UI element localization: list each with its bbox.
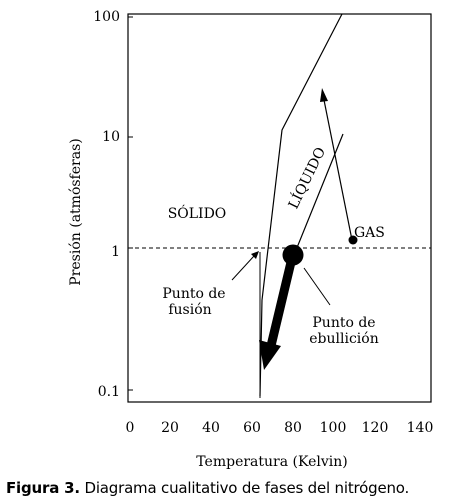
region-solid-label: SÓLIDO (168, 204, 227, 222)
cooling-arrow-shaft (265, 256, 297, 352)
cooling-arrow-head (259, 340, 281, 370)
melting-point-arrow-head (251, 251, 259, 259)
y-tick-10: 10 (102, 129, 120, 145)
x-axis-label: Temperatura (Kelvin) (196, 454, 347, 470)
x-tick-80: 80 (284, 420, 302, 436)
y-tick-0-1: 0.1 (98, 384, 120, 400)
region-gas-label: GAS (354, 225, 385, 241)
y-tick-1: 1 (111, 244, 120, 260)
gas-arrow-line (323, 99, 353, 241)
x-tick-60: 60 (243, 420, 261, 436)
melting-point-label-line1: Punto de (162, 286, 225, 302)
y-tick-100: 100 (93, 9, 120, 25)
plot-frame (127, 13, 432, 403)
x-tick-0: 0 (126, 420, 135, 436)
x-tick-120: 120 (362, 420, 389, 436)
x-tick-100: 100 (320, 420, 347, 436)
y-axis-label: Presión (atmósferas) (68, 138, 84, 285)
caption-label: Figura 3. (6, 479, 80, 497)
boiling-point-dot (282, 244, 304, 266)
boiling-point-label-line2: ebullición (309, 331, 378, 347)
x-tick-140: 140 (407, 420, 434, 436)
region-liquid-label: LÍQUIDO (284, 144, 329, 212)
caption-text: Diagrama cualitativo de fases del nitróg… (84, 479, 410, 497)
boiling-point-label-line1: Punto de (312, 315, 375, 331)
x-tick-20: 20 (161, 420, 179, 436)
x-tick-40: 40 (202, 420, 220, 436)
gas-point (348, 235, 358, 245)
boiling-point-arrow-line (303, 267, 331, 306)
melting-point-label-line2: fusión (168, 302, 211, 318)
melting-point-arrow-line (231, 255, 255, 281)
figure-caption: Figura 3. Diagrama cualitativo de fases … (6, 479, 453, 497)
gas-arrow-head (320, 88, 328, 102)
